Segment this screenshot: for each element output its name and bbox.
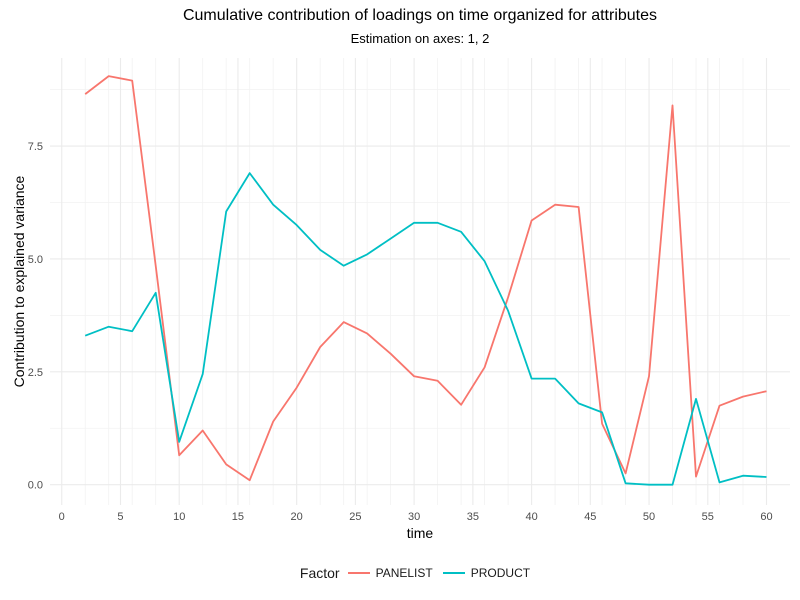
legend-swatch xyxy=(442,572,465,574)
legend-label: PANELIST xyxy=(375,566,433,580)
x-axis-ticks: 0 5 10 15 20 25 30 35 40 45 50 55 60 xyxy=(59,511,773,523)
x-tick-label: 10 xyxy=(173,511,185,523)
legend-title: Factor xyxy=(299,565,340,581)
x-tick-label: 50 xyxy=(643,511,655,523)
x-tick-label: 15 xyxy=(232,511,244,523)
chart-title: Cumulative contribution of loadings on t… xyxy=(182,7,658,24)
x-tick-label: 55 xyxy=(702,511,714,523)
x-tick-label: 30 xyxy=(408,511,420,523)
series-line-panelist xyxy=(84,75,767,482)
y-axis-ticks: 0.0 2.5 5.0 7.5 xyxy=(28,141,43,492)
x-tick-label: 5 xyxy=(117,511,123,523)
x-tick-label: 35 xyxy=(467,511,479,523)
legend-items: PANELIST PRODUCT xyxy=(347,566,540,580)
y-tick-label: 2.5 xyxy=(28,367,43,379)
legend-swatch xyxy=(347,572,370,574)
y-tick-label: 7.5 xyxy=(28,141,43,153)
y-tick-label: 0.0 xyxy=(28,480,43,492)
grid-lines xyxy=(50,58,790,505)
x-tick-label: 45 xyxy=(584,511,596,523)
series-lines xyxy=(84,75,767,486)
x-tick-label: 60 xyxy=(760,511,772,523)
x-tick-label: 20 xyxy=(291,511,303,523)
legend-item-product: PRODUCT xyxy=(442,566,531,580)
x-axis-label: time xyxy=(407,525,434,541)
legend-label: PRODUCT xyxy=(470,566,531,580)
chart-subtitle: Estimation on axes: 1, 2 xyxy=(350,31,490,46)
legend: Factor PANELIST PRODUCT xyxy=(0,565,800,581)
x-tick-label: 0 xyxy=(59,511,65,523)
y-tick-label: 5.0 xyxy=(28,254,43,266)
x-tick-label: 25 xyxy=(349,511,361,523)
series-line-product xyxy=(84,172,767,486)
y-axis-label: Contribution to explained variance xyxy=(11,175,27,387)
legend-item-panelist: PANELIST xyxy=(347,566,433,580)
x-tick-label: 40 xyxy=(525,511,537,523)
